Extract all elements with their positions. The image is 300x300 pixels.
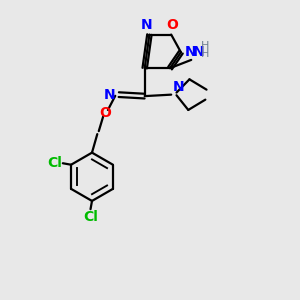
Text: N: N	[184, 45, 196, 59]
Text: N: N	[192, 45, 204, 59]
Text: Cl: Cl	[83, 210, 98, 224]
Text: H: H	[201, 49, 210, 59]
Text: N: N	[103, 88, 115, 102]
Text: N: N	[172, 80, 184, 94]
Text: H: H	[201, 41, 210, 51]
Text: O: O	[99, 106, 111, 120]
Text: Cl: Cl	[47, 156, 62, 170]
Text: N: N	[141, 18, 153, 32]
Text: O: O	[166, 18, 178, 32]
